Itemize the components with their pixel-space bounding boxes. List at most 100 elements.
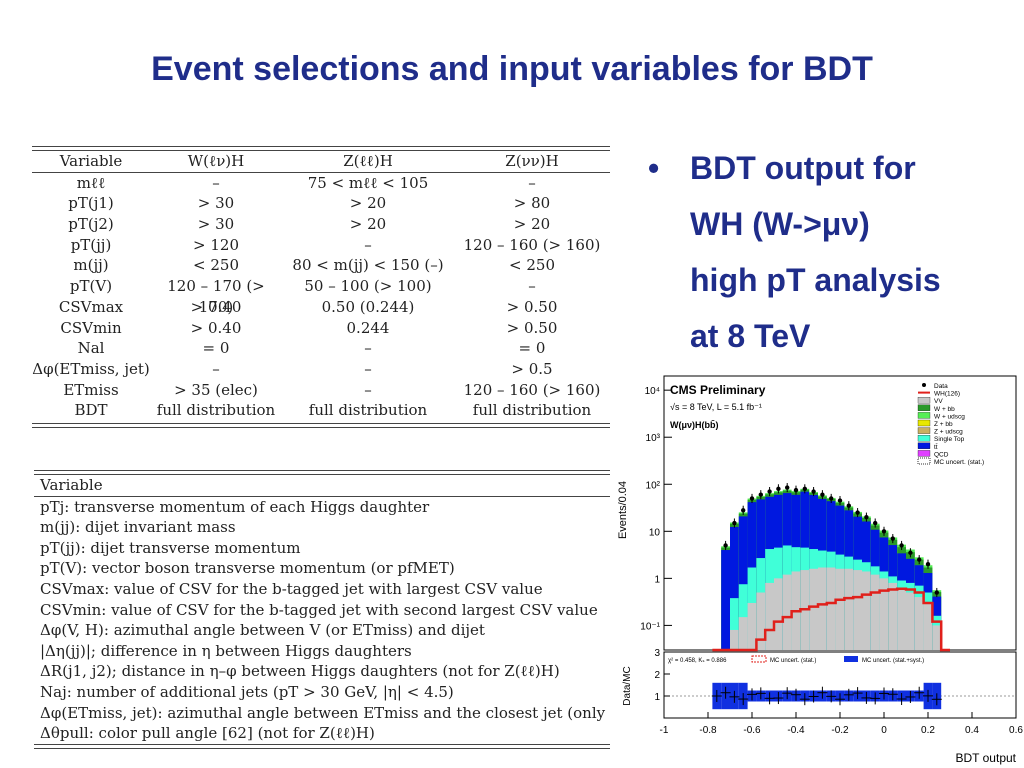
ratio-y-axis-label: Data/MC bbox=[622, 666, 633, 705]
data-point bbox=[881, 529, 887, 534]
data-point bbox=[837, 498, 843, 503]
table-bottom-rule bbox=[32, 422, 610, 428]
input-variables-body: pTj: transverse momentum of each Higgs d… bbox=[34, 497, 610, 744]
table-row: BDT full distribution full distribution ful… bbox=[32, 400, 610, 421]
chart-energy-label: √s = 8 TeV, L = 5.1 fb⁻¹ bbox=[670, 402, 762, 412]
bar-vv bbox=[730, 629, 739, 650]
stacked-histograms bbox=[712, 483, 950, 652]
table-cell: > 35 (elec) bbox=[174, 380, 258, 399]
x-tick-label: 0 bbox=[881, 725, 887, 736]
x-tick-label: 0.2 bbox=[921, 725, 935, 736]
chart-header: CMS Preliminary bbox=[670, 383, 766, 397]
data-point bbox=[732, 520, 737, 526]
table-cell: > 0.40 bbox=[190, 297, 242, 316]
table-cell: > 0.50 bbox=[506, 297, 558, 316]
table-cell: full distribution bbox=[156, 401, 276, 420]
table-cell: = 0 bbox=[518, 339, 546, 358]
legend-entry: Z + udscg bbox=[934, 429, 963, 436]
table-row: pT(jj) > 120 – 120 – 160 (> 160) bbox=[32, 235, 610, 256]
variable-name-cell: ETmiss bbox=[63, 380, 119, 399]
bar-tt- bbox=[721, 550, 730, 650]
bullet-text: BDT output for WH (W->μν) high pT analys… bbox=[690, 140, 1008, 364]
table-row: pT(V) 120 – 170 (> 170) 50 – 100 (> 100) – bbox=[32, 276, 610, 316]
data-point bbox=[829, 496, 834, 501]
table-cell: > 20 bbox=[349, 215, 387, 234]
bullet-point: • BDT output for WH (W->μν) high pT anal… bbox=[648, 140, 1008, 364]
list-item: CSVmin: value of CSV for the b-tagged je… bbox=[40, 600, 598, 619]
bar-vv bbox=[897, 588, 906, 650]
legend-marker bbox=[917, 442, 931, 449]
legend-marker bbox=[917, 435, 931, 442]
table-cell: < 250 bbox=[509, 256, 555, 275]
y-tick-label: 10⁴ bbox=[645, 386, 660, 397]
x-tick-label: 0.4 bbox=[965, 725, 979, 736]
table-cell: – bbox=[528, 173, 536, 192]
selection-table: Variable W(ℓν)H Z(ℓℓ)H Z(νν)H mℓℓ – 75 < m… bbox=[32, 146, 610, 428]
y-tick-label: 1 bbox=[654, 574, 660, 585]
table-row: mℓℓ – 75 < mℓℓ < 105 – bbox=[32, 173, 610, 194]
legend-marker bbox=[917, 412, 931, 419]
bullet-line: at 8 TeV bbox=[690, 318, 811, 354]
legend-marker bbox=[917, 427, 931, 434]
variable-name-cell: m(jj) bbox=[73, 256, 109, 275]
list-item: |Δη(jj)|; difference in η between Higgs … bbox=[40, 641, 412, 660]
data-point bbox=[846, 503, 851, 508]
legend-entry: Z + bb bbox=[934, 421, 953, 428]
list-item: Δφ(ETmiss, jet): azimuthal angle between… bbox=[40, 703, 610, 722]
list-item: pTj: transverse momentum of each Higgs d… bbox=[40, 497, 430, 516]
bar-vv bbox=[747, 602, 757, 650]
variable-name-cell: pT(V) bbox=[69, 277, 113, 296]
bar-vv bbox=[809, 568, 818, 650]
legend-marker bbox=[917, 419, 931, 427]
x-tick-label: -0.2 bbox=[831, 725, 849, 736]
x-tick-label: -0.6 bbox=[743, 725, 761, 736]
ratio-legend-stat: MC uncert. (stat.) bbox=[770, 658, 816, 664]
ratio-legend-syst-swatch bbox=[844, 656, 858, 662]
table-row: Δφ(ETmiss, jet) – – > 0.5 bbox=[32, 359, 610, 380]
legend-entry: QCD bbox=[934, 451, 949, 458]
table-bottom-rule bbox=[34, 743, 610, 749]
bar-vv bbox=[782, 574, 792, 650]
bar-vv bbox=[844, 568, 854, 650]
table-cell: > 0.40 bbox=[190, 318, 242, 337]
variable-name-cell: pT(jj) bbox=[70, 235, 112, 254]
list-item: ΔR(j1, j2); distance in η–φ between Higg… bbox=[40, 662, 560, 681]
bar-vv bbox=[826, 567, 836, 650]
legend-marker bbox=[917, 450, 931, 457]
ratio-plot-frame bbox=[663, 651, 1017, 719]
table-cell: 0.244 bbox=[346, 318, 390, 337]
variable-name-cell: CSVmax bbox=[58, 297, 124, 316]
y-axis-label: Events/0.04 bbox=[617, 481, 629, 539]
table-header-row: Variable bbox=[40, 476, 103, 494]
table-cell: full distribution bbox=[472, 401, 592, 420]
x-tick-label: 0.6 bbox=[1009, 725, 1023, 736]
list-item: pT(V): vector boson transverse momentum … bbox=[40, 559, 455, 578]
table-cell: – bbox=[528, 277, 536, 296]
data-point bbox=[890, 536, 895, 541]
bar-vv bbox=[756, 592, 766, 650]
bullet-line: high pT analysis bbox=[690, 262, 941, 298]
variable-name-cell: Δφ(ETmiss, jet) bbox=[32, 359, 150, 378]
data-point bbox=[741, 508, 746, 513]
bar-vv bbox=[818, 567, 827, 650]
data-point bbox=[873, 520, 878, 526]
variable-name-cell: pT(j1) bbox=[68, 194, 114, 213]
table-cell: > 30 bbox=[197, 194, 235, 213]
table-header-row: Variable W(ℓν)H Z(ℓℓ)H Z(νν)H bbox=[32, 151, 610, 172]
data-point bbox=[785, 485, 790, 490]
data-point bbox=[925, 561, 931, 567]
bar-vv bbox=[932, 625, 942, 650]
variable-name-cell: Nal bbox=[77, 339, 105, 358]
table-cell: = 0 bbox=[202, 339, 230, 358]
x-tick-label: -0.8 bbox=[699, 725, 717, 736]
slide-title: Event selections and input variables for… bbox=[151, 50, 873, 88]
list-item: pT(jj): dijet transverse momentum bbox=[40, 538, 301, 557]
legend-entry: Data bbox=[934, 383, 948, 390]
data-point bbox=[908, 550, 913, 555]
table-cell: 120 – 170 (> 170) bbox=[167, 277, 265, 316]
ratio-info: χ² = 0.458, Kₛ = 0.886 bbox=[668, 658, 727, 664]
legend-entry: Single Top bbox=[934, 436, 965, 443]
legend-entry: VV bbox=[934, 398, 943, 405]
data-point bbox=[820, 492, 825, 497]
